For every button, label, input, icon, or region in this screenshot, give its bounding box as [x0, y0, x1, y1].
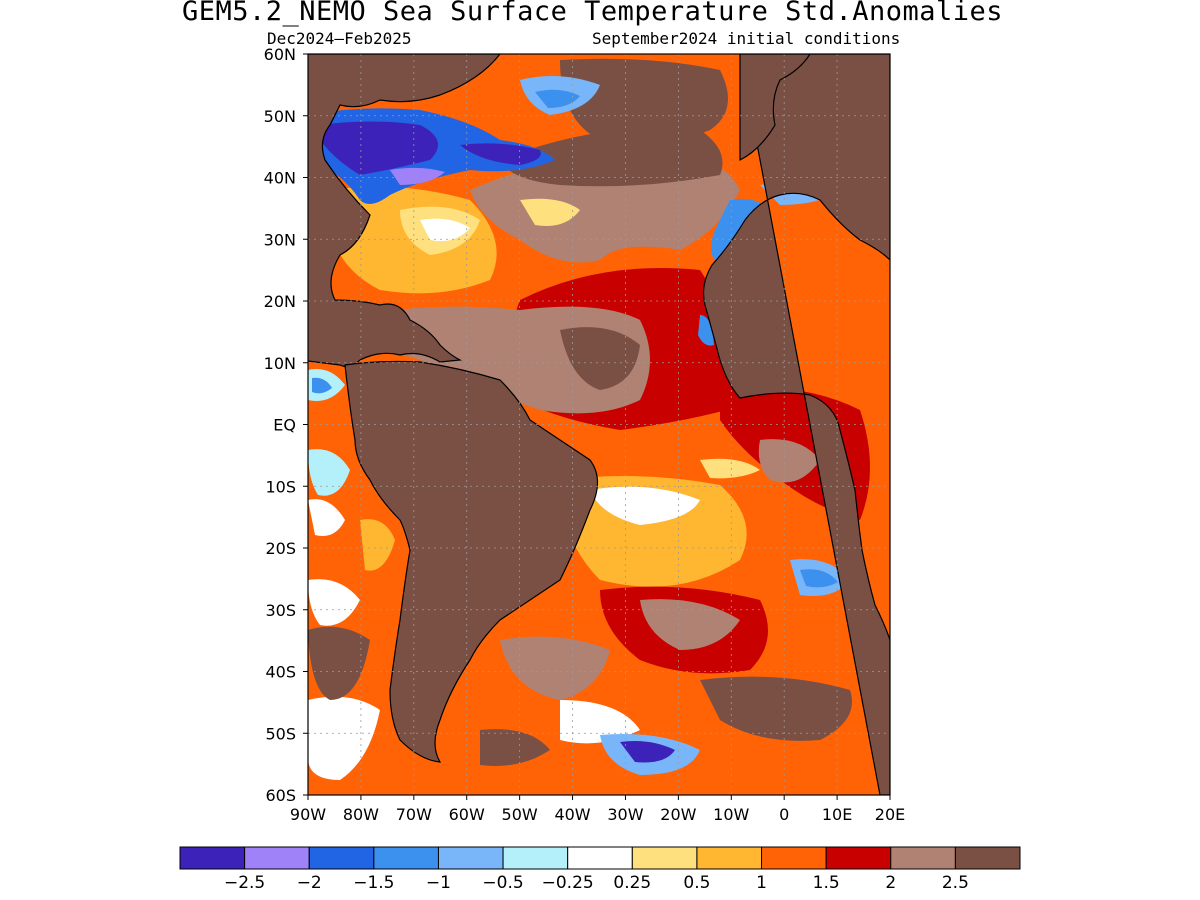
- europe: [739, 54, 811, 161]
- axis-ticks: [303, 53, 891, 800]
- lat-tick-label: 20N: [264, 292, 296, 311]
- lon-tick-label: 10W: [713, 805, 749, 824]
- colorbar-swatch: [761, 846, 827, 870]
- lat-tick-label: 60N: [264, 45, 296, 64]
- lon-tick-label: 50W: [502, 805, 538, 824]
- lat-tick-label: 20S: [265, 539, 296, 558]
- africa: [702, 54, 890, 795]
- colorbar-swatch: [437, 846, 504, 870]
- colorbar-labels: −2.5 −2 −1.5 −1 −0.5 −0.25 0.25 0.5 1 1.5 2 2.5: [224, 873, 969, 893]
- map-area: [308, 54, 890, 795]
- land-masses: [308, 54, 890, 795]
- colorbar-label: −2: [297, 873, 322, 893]
- colorbar-swatch: [308, 846, 375, 870]
- lon-tick-label: 90W: [290, 805, 326, 824]
- colorbar-swatch: [954, 846, 1021, 870]
- lon-tick-label: 20W: [660, 805, 696, 824]
- lat-tick-label: 40S: [265, 663, 296, 682]
- lat-tick-label: 50S: [265, 724, 296, 743]
- lat-tick-label: 50N: [264, 107, 296, 126]
- colorbar-swatch: [567, 846, 633, 870]
- colorbar-label: 0.5: [683, 873, 710, 893]
- lat-tick-label: EQ: [273, 416, 296, 435]
- lat-tick-label: 30N: [264, 230, 296, 249]
- lat-tick-label: 10N: [264, 354, 296, 373]
- lat-tick-label: 10S: [265, 477, 296, 496]
- colorbar-swatch: [244, 846, 310, 870]
- forecast-period: Dec2024–Feb2025: [267, 29, 412, 48]
- colorbar: [179, 846, 1021, 870]
- grid-lines: [308, 54, 890, 795]
- colorbar-label: 2: [885, 873, 896, 893]
- latitude-labels: 60N 50N 40N 30N 20N 10N EQ 10S 20S 30S 40S 50S 60S: [264, 45, 296, 805]
- colorbar-swatch: [179, 846, 246, 870]
- colorbar-label: −0.5: [482, 873, 523, 893]
- colorbar-label: 1: [756, 873, 767, 893]
- colorbar-label: −1.5: [353, 873, 394, 893]
- lon-tick-label: 70W: [396, 805, 432, 824]
- colorbar-swatch: [696, 846, 763, 870]
- colorbar-label: −2.5: [224, 873, 265, 893]
- colorbar-swatch: [502, 846, 569, 870]
- colorbar-swatch: [890, 846, 956, 870]
- colorbar-swatch: [631, 846, 698, 870]
- longitude-labels: 90W 80W 70W 60W 50W 40W 30W 20W 10W 0 10E 20E: [290, 805, 905, 824]
- colorbar-label: −1: [426, 873, 451, 893]
- lon-tick-label: 60W: [449, 805, 485, 824]
- colorbar-swatch: [825, 846, 892, 870]
- initial-conditions: September2024 initial conditions: [592, 29, 901, 48]
- lat-tick-label: 60S: [265, 786, 296, 805]
- lon-tick-label: 10E: [822, 805, 852, 824]
- lon-tick-label: 80W: [343, 805, 379, 824]
- lon-tick-label: 0: [779, 805, 789, 824]
- colorbar-label: 1.5: [813, 873, 840, 893]
- colorbar-swatch: [373, 846, 439, 870]
- lon-tick-label: 20E: [875, 805, 905, 824]
- south-america: [344, 360, 599, 763]
- colorbar-label: 2.5: [942, 873, 969, 893]
- colorbar-label: 0.25: [613, 873, 651, 893]
- lat-tick-label: 40N: [264, 169, 296, 188]
- chart-title: GEM5.2_NEMO Sea Surface Temperature Std.…: [181, 0, 1003, 27]
- lon-tick-label: 40W: [554, 805, 590, 824]
- lon-tick-label: 30W: [607, 805, 643, 824]
- colorbar-label: −0.25: [542, 873, 594, 893]
- north-america: [308, 54, 501, 368]
- lat-tick-label: 30S: [265, 601, 296, 620]
